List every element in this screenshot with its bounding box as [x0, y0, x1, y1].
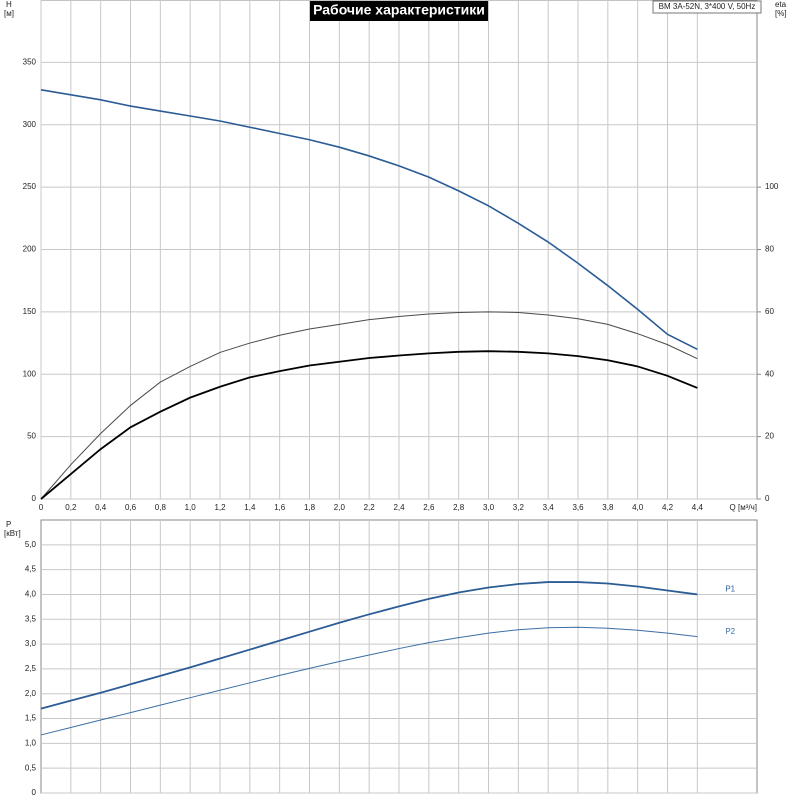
y-tick-label: 100 — [23, 369, 37, 378]
y-tick-label: 250 — [23, 182, 37, 191]
y-tick-label: 1,5 — [25, 714, 37, 723]
x-tick-label: 0,6 — [125, 503, 137, 512]
y-axis-label: P — [6, 520, 11, 529]
x-tick-label: 0,2 — [65, 503, 77, 512]
y-axis-label: H — [6, 0, 12, 9]
series-line — [40, 626, 698, 736]
y-tick-label: 200 — [23, 245, 37, 254]
x-tick-label: 4,4 — [692, 503, 704, 512]
y-tick-label: 50 — [27, 432, 36, 441]
x-tick-label: 4,2 — [662, 503, 674, 512]
x-tick-label: 2,0 — [334, 503, 346, 512]
x-tick-label: 0,4 — [95, 503, 107, 512]
x-tick-label: 1,2 — [214, 503, 226, 512]
x-tick-label: 4,0 — [632, 503, 644, 512]
x-tick-label: 3,0 — [483, 503, 495, 512]
y2-axis-unit: [%] — [775, 9, 787, 18]
y2-tick-label: 40 — [765, 369, 774, 378]
annotation: BM 3A-52N, 3*400 V, 50Hz — [659, 2, 756, 11]
x-tick-label: 1,6 — [274, 503, 286, 512]
y-tick-label: 2,0 — [25, 689, 37, 698]
x-tick-label: 1,4 — [244, 503, 256, 512]
y2-tick-label: 100 — [765, 182, 779, 191]
x-tick-label: 2,8 — [453, 503, 465, 512]
series-label: P2 — [725, 627, 735, 636]
annotation-box — [652, 0, 762, 14]
x-tick-label: 1,0 — [185, 503, 197, 512]
y-tick-label: 150 — [23, 307, 37, 316]
x-tick-label: 2,2 — [364, 503, 376, 512]
title-box — [310, 1, 488, 21]
y-tick-label: 350 — [23, 57, 37, 66]
y2-tick-label: 20 — [765, 432, 774, 441]
y-tick-label: 0 — [32, 494, 37, 503]
series-line — [40, 581, 698, 710]
y-tick-label: 2,5 — [25, 664, 37, 673]
x-tick-label: 0,8 — [155, 503, 167, 512]
chart-title: Рабочие характеристики — [313, 2, 485, 18]
x-tick-label: 2,6 — [423, 503, 435, 512]
y2-tick-label: 0 — [765, 494, 770, 503]
y-tick-label: 3,5 — [25, 614, 37, 623]
y-tick-label: 5,0 — [25, 540, 37, 549]
x-tick-label: 0 — [39, 503, 44, 512]
y-tick-label: 4,0 — [25, 590, 37, 599]
y2-tick-label: 80 — [765, 245, 774, 254]
y-tick-label: 1,0 — [25, 738, 37, 747]
y-tick-label: 0 — [32, 788, 37, 797]
x-tick-label: 1,8 — [304, 503, 316, 512]
series-line — [40, 350, 698, 500]
y-axis-unit: [м] — [4, 9, 14, 18]
y2-axis-label: eta — [775, 0, 787, 9]
y-tick-label: 3,0 — [25, 639, 37, 648]
x-tick-label: 3,8 — [602, 503, 614, 512]
y-tick-label: 300 — [23, 120, 37, 129]
x-axis-label: Q [м³/ч] — [730, 503, 757, 512]
series-line — [40, 89, 698, 351]
series-line — [40, 311, 698, 500]
x-tick-label: 3,6 — [572, 503, 584, 512]
y2-tick-label: 60 — [765, 307, 774, 316]
x-tick-label: 2,4 — [393, 503, 405, 512]
x-tick-label: 3,4 — [543, 503, 555, 512]
series-label: P1 — [725, 585, 735, 594]
y-tick-label: 0,5 — [25, 763, 37, 772]
x-tick-label: 3,2 — [513, 503, 525, 512]
y-tick-label: 4,5 — [25, 565, 37, 574]
y-axis-unit: [кВт] — [4, 529, 21, 538]
